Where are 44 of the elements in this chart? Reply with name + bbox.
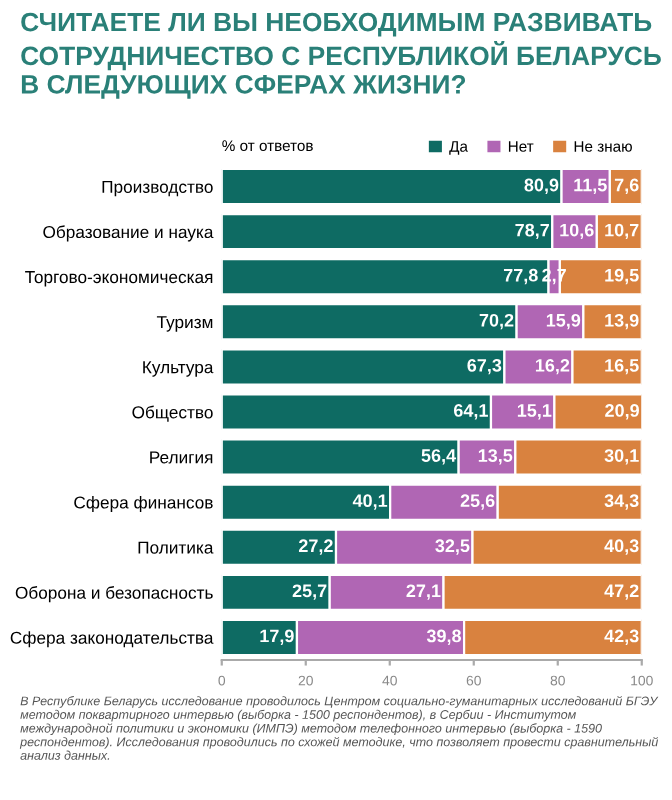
data-label: 25,7 xyxy=(292,584,327,600)
data-label: 64,1 xyxy=(453,404,488,420)
data-label: 70,2 xyxy=(479,313,514,330)
data-label: 10,6 xyxy=(560,223,594,240)
data-label: 32,5 xyxy=(435,539,470,555)
y-tick-label: Торгово-экономическая xyxy=(25,271,213,287)
data-label: 78,7 xyxy=(515,223,549,240)
data-label: 15,9 xyxy=(546,313,581,330)
chart-title: СЧИТАЕТЕ ЛИ ВЫ НЕОБХОДИМЫМ РАЗВИВАТЬ СОТРУДНИЧЕСТВО С РЕСПУБЛИКОЙ БЕЛАРУСЬ В СЛЕДУЮЩИХ СФЕРАХ ЖИЗНИ? xyxy=(21,12,661,99)
data-label: 19,5 xyxy=(605,268,639,285)
data-label: 15,1 xyxy=(517,404,552,420)
data-label: 47,2 xyxy=(604,584,639,600)
data-label: 27,1 xyxy=(406,584,441,600)
data-label: 39,8 xyxy=(426,629,462,645)
data-label: 13,5 xyxy=(478,449,513,465)
y-tick-label: Общество xyxy=(132,405,213,422)
data-label: 80,9 xyxy=(524,178,559,195)
y-tick-label: Культура xyxy=(143,361,214,377)
y-tick-label: Образование и наука xyxy=(43,225,214,242)
data-label: 27,2 xyxy=(298,539,333,555)
y-tick-label: Сфера законодательства xyxy=(10,631,214,648)
y-tick-label: Туризм xyxy=(156,316,213,332)
data-label: 16,2 xyxy=(535,358,570,375)
y-tick-label: Сфера финансов xyxy=(74,495,213,512)
data-label: 10,7 xyxy=(605,223,639,240)
data-label: 7,6 xyxy=(614,178,639,195)
y-tick-label: Производство xyxy=(102,180,213,197)
data-label: 13,9 xyxy=(605,313,639,330)
data-label: 40,3 xyxy=(604,539,639,555)
y-tick-label: Религия xyxy=(150,451,213,464)
data-label: 17,9 xyxy=(260,629,294,645)
data-label: 77,8 xyxy=(503,268,538,285)
data-label: 34,3 xyxy=(604,494,639,510)
y-tick-label: Оборона и безопасность xyxy=(15,586,213,603)
data-label: 20,9 xyxy=(605,404,639,420)
data-label: 16,5 xyxy=(605,358,639,375)
data-label: 11,5 xyxy=(574,178,607,195)
y-tick-label: Политика xyxy=(138,541,214,554)
data-label: 25,6 xyxy=(460,494,495,510)
data-label: 30,1 xyxy=(604,449,639,465)
data-label: 67,3 xyxy=(467,358,502,375)
data-label: 56,4 xyxy=(421,449,457,465)
data-label: 40,1 xyxy=(352,494,388,510)
data-label: 42,3 xyxy=(604,629,639,645)
